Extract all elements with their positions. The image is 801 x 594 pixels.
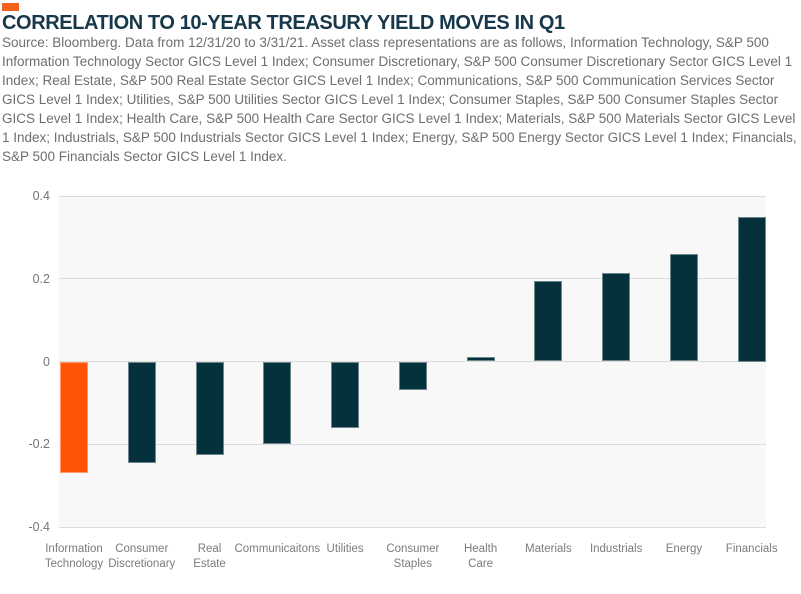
x-tick-label-financials: Financials xyxy=(725,543,778,555)
x-tick-label-consumer-staples: Consumer Staples xyxy=(386,543,440,570)
x-tick-label-industrials: Industrials xyxy=(589,543,643,555)
bar-communicaitons xyxy=(263,361,292,445)
chart-title: CORRELATION TO 10-YEAR TREASURY YIELD MO… xyxy=(2,12,565,34)
bar-consumer-discretionary xyxy=(127,361,156,463)
bar-industrials xyxy=(602,272,631,362)
bar-consumer-staples xyxy=(398,361,427,391)
x-tick-label-materials: Materials xyxy=(525,543,572,555)
gridline xyxy=(59,526,766,528)
bar-utilities xyxy=(331,361,360,428)
y-tick-label: -0.2 xyxy=(28,437,50,452)
accent-mark xyxy=(2,3,19,11)
x-tick-label-real-estate: Real Estate xyxy=(193,543,226,570)
gridline xyxy=(59,278,766,280)
y-tick-label: -0.4 xyxy=(28,520,50,534)
x-tick-label-health-care: Health Care xyxy=(463,543,498,570)
gridline xyxy=(59,195,766,197)
x-tick-label-energy: Energy xyxy=(665,543,703,555)
bar-real-estate xyxy=(195,361,224,455)
bar-information-technology xyxy=(60,361,88,474)
x-tick-label-communicaitons: Communicaitons xyxy=(234,543,321,555)
source-note: Source: Bloomberg. Data from 12/31/20 to… xyxy=(2,35,797,164)
x-tick-label-consumer-discretionary: Consumer Discretionary xyxy=(108,543,176,570)
y-tick-label: 0 xyxy=(43,354,50,369)
gridline xyxy=(59,443,766,445)
y-tick-label: 0.2 xyxy=(32,271,50,286)
bar-health-care xyxy=(466,357,495,362)
y-tick-label: 0.4 xyxy=(32,189,50,203)
bar-materials xyxy=(534,280,563,362)
x-tick-label-utilities: Utilities xyxy=(326,543,364,555)
bar-energy xyxy=(669,253,698,362)
bar-financials xyxy=(737,216,766,362)
x-tick-label-information-technology: Information Technology xyxy=(44,543,104,570)
